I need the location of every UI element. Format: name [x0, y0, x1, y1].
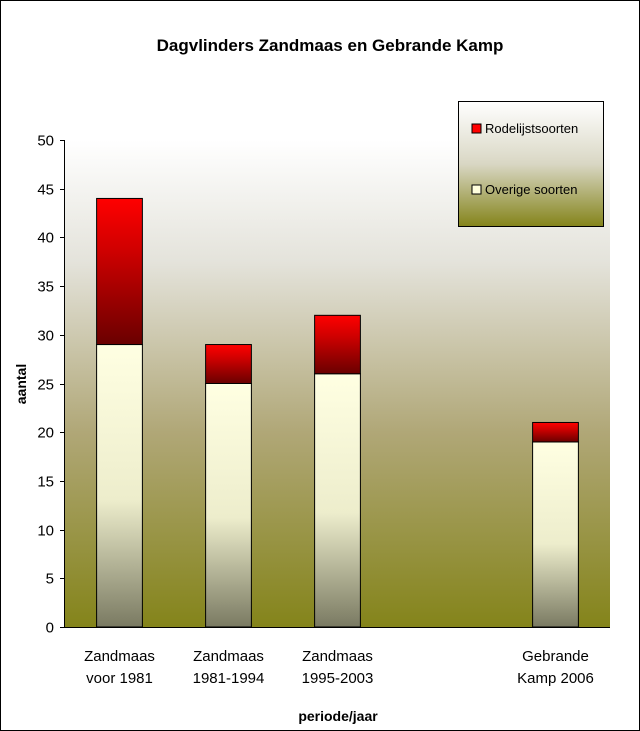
x-axis-title: periode/jaar: [298, 708, 378, 724]
y-tick-label: 30: [37, 328, 54, 345]
legend: Rodelijstsoorten Overige soorten: [458, 101, 604, 227]
bar-rodelijstsoorten: [532, 421, 579, 443]
legend-label-overige-soorten: Overige soorten: [485, 182, 578, 197]
y-tick-label: 5: [46, 571, 54, 588]
bar-rodelijstsoorten: [314, 314, 361, 375]
x-axis-labels: Zandmaas voor 1981 Zandmaas 1981-1994 Zandma…: [84, 648, 594, 687]
chart-title: Dagvlinders Zandmaas en Gebrande Kamp: [157, 36, 504, 55]
y-tick-label: 45: [37, 182, 54, 199]
bar-overige-soorten: [96, 344, 143, 628]
legend-swatch-overige-soorten: [471, 184, 482, 195]
bars: [96, 197, 579, 628]
legend-label-rodelijstsoorten: Rodelijstsoorten: [485, 121, 578, 136]
bar-overige-soorten: [532, 441, 579, 628]
bar-rodelijstsoorten: [205, 344, 252, 385]
y-tick-label: 35: [37, 279, 54, 296]
y-tick-label: 20: [37, 425, 54, 442]
x-category-label: Zandmaas 1995-2003: [302, 648, 374, 687]
x-category-label: Zandmaas 1981-1994: [193, 648, 265, 687]
x-category-label: Gebrande Kamp 2006: [517, 648, 594, 687]
y-tick-label: 50: [37, 133, 54, 150]
y-axis-title: aantal: [13, 364, 29, 404]
legend-swatch-rodelijstsoorten: [471, 123, 482, 134]
bar-overige-soorten: [314, 373, 361, 628]
y-tick-label: 0: [46, 620, 54, 637]
y-tick-label: 10: [37, 523, 54, 540]
legend-box: [458, 101, 604, 227]
bar-rodelijstsoorten: [96, 197, 143, 346]
bar-overige-soorten: [205, 383, 252, 628]
y-tick-label: 15: [37, 474, 54, 491]
x-category-label: Zandmaas voor 1981: [84, 648, 155, 687]
y-axis-ticks: 0 5 10 15 20 25 30 35 40 45 50: [37, 133, 65, 637]
y-tick-label: 25: [37, 377, 54, 394]
y-tick-label: 40: [37, 230, 54, 247]
